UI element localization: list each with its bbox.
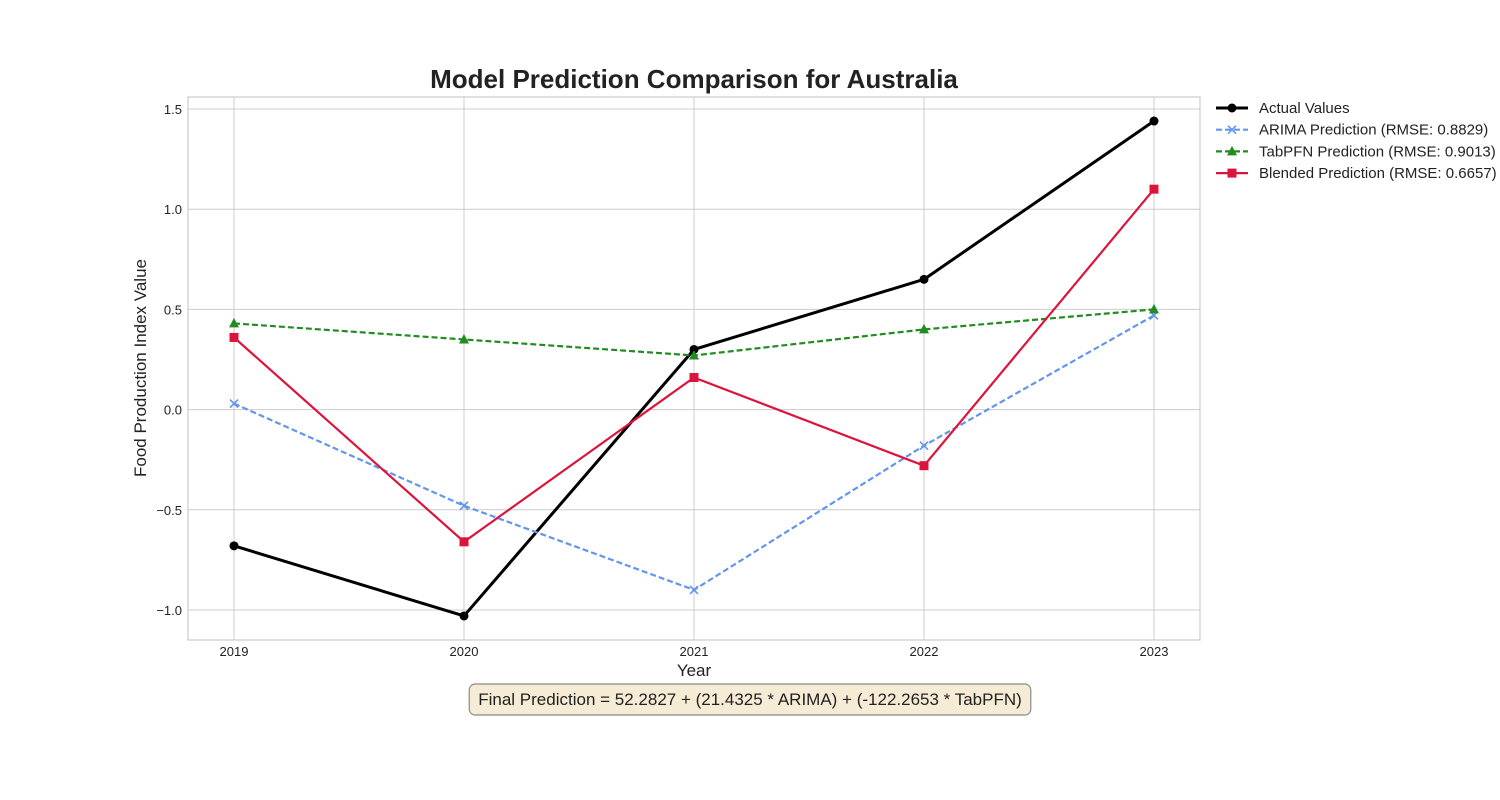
y-tick-label: 0.5	[164, 302, 182, 317]
series-blended	[229, 184, 1159, 547]
data-point-tabpfn	[229, 317, 239, 328]
x-axis: 2019 2020 2021 2022 2023	[220, 644, 1169, 659]
legend-label: Blended Prediction (RMSE: 0.6657)	[1259, 165, 1497, 182]
data-point-actual	[229, 541, 239, 551]
legend-label: ARIMA Prediction (RMSE: 0.8829)	[1259, 122, 1488, 139]
legend-item-tabpfn: TabPFN Prediction (RMSE: 0.9013)	[1216, 143, 1496, 160]
grid	[188, 97, 1200, 640]
y-tick-label: −0.5	[156, 503, 182, 518]
plot-area	[187, 96, 1201, 641]
data-point-tabpfn	[459, 333, 469, 344]
x-tick-label: 2022	[910, 644, 939, 659]
x-tick-label: 2021	[680, 644, 709, 659]
series-arima	[229, 310, 1159, 595]
annotation-text: Final Prediction = 52.2827 + (21.4325 * …	[478, 690, 1022, 709]
x-tick-label: 2019	[220, 644, 249, 659]
y-axis-label: Food Production Index Value	[131, 259, 150, 477]
data-point-tabpfn	[1149, 303, 1159, 314]
x-tick-label: 2020	[450, 644, 479, 659]
data-point-arima	[459, 501, 469, 511]
y-tick-label: −1.0	[156, 603, 182, 618]
x-axis-label: Year	[677, 661, 712, 680]
data-point-actual	[689, 344, 699, 354]
data-point-actual	[919, 274, 929, 284]
data-point-blended	[459, 537, 469, 547]
legend-item-arima: ARIMA Prediction (RMSE: 0.8829)	[1216, 122, 1488, 139]
data-point-arima	[689, 585, 699, 595]
data-point-blended	[919, 461, 929, 471]
y-tick-label: 1.5	[164, 102, 182, 117]
x-tick-label: 2023	[1140, 644, 1169, 659]
annotation-background	[468, 683, 1032, 716]
legend-marker	[1227, 145, 1237, 156]
y-tick-label: 1.0	[164, 202, 182, 217]
y-tick-label: 0.0	[164, 403, 182, 418]
legend-label: Actual Values	[1259, 100, 1350, 117]
series-layer	[229, 116, 1159, 621]
legend-marker	[1227, 103, 1237, 113]
data-point-arima	[229, 398, 239, 409]
data-point-tabpfn	[689, 349, 699, 360]
data-point-blended	[1149, 184, 1159, 194]
data-point-actual	[1149, 116, 1159, 126]
data-point-blended	[689, 373, 699, 383]
series-actual	[229, 116, 1159, 621]
data-point-arima	[919, 441, 929, 451]
data-point-actual	[459, 611, 469, 621]
data-point-blended	[229, 332, 239, 342]
y-axis: 1.5 1.0 0.5 0.0 −0.5 −1.0	[156, 102, 182, 618]
data-point-tabpfn	[919, 323, 929, 334]
legend-label: TabPFN Prediction (RMSE: 0.9013)	[1259, 143, 1496, 160]
chart-title: Model Prediction Comparison for Australi…	[430, 64, 958, 94]
legend-item-blended: Blended Prediction (RMSE: 0.6657)	[1216, 165, 1497, 182]
legend: Actual Values ARIMA Prediction (RMSE: 0.8…	[1216, 100, 1497, 182]
series-tabpfn	[229, 303, 1159, 360]
annotation-box: Final Prediction = 52.2827 + (21.4325 * …	[468, 683, 1032, 716]
legend-marker	[1227, 125, 1237, 135]
legend-marker	[1227, 168, 1237, 178]
legend-item-actual: Actual Values	[1216, 100, 1350, 117]
